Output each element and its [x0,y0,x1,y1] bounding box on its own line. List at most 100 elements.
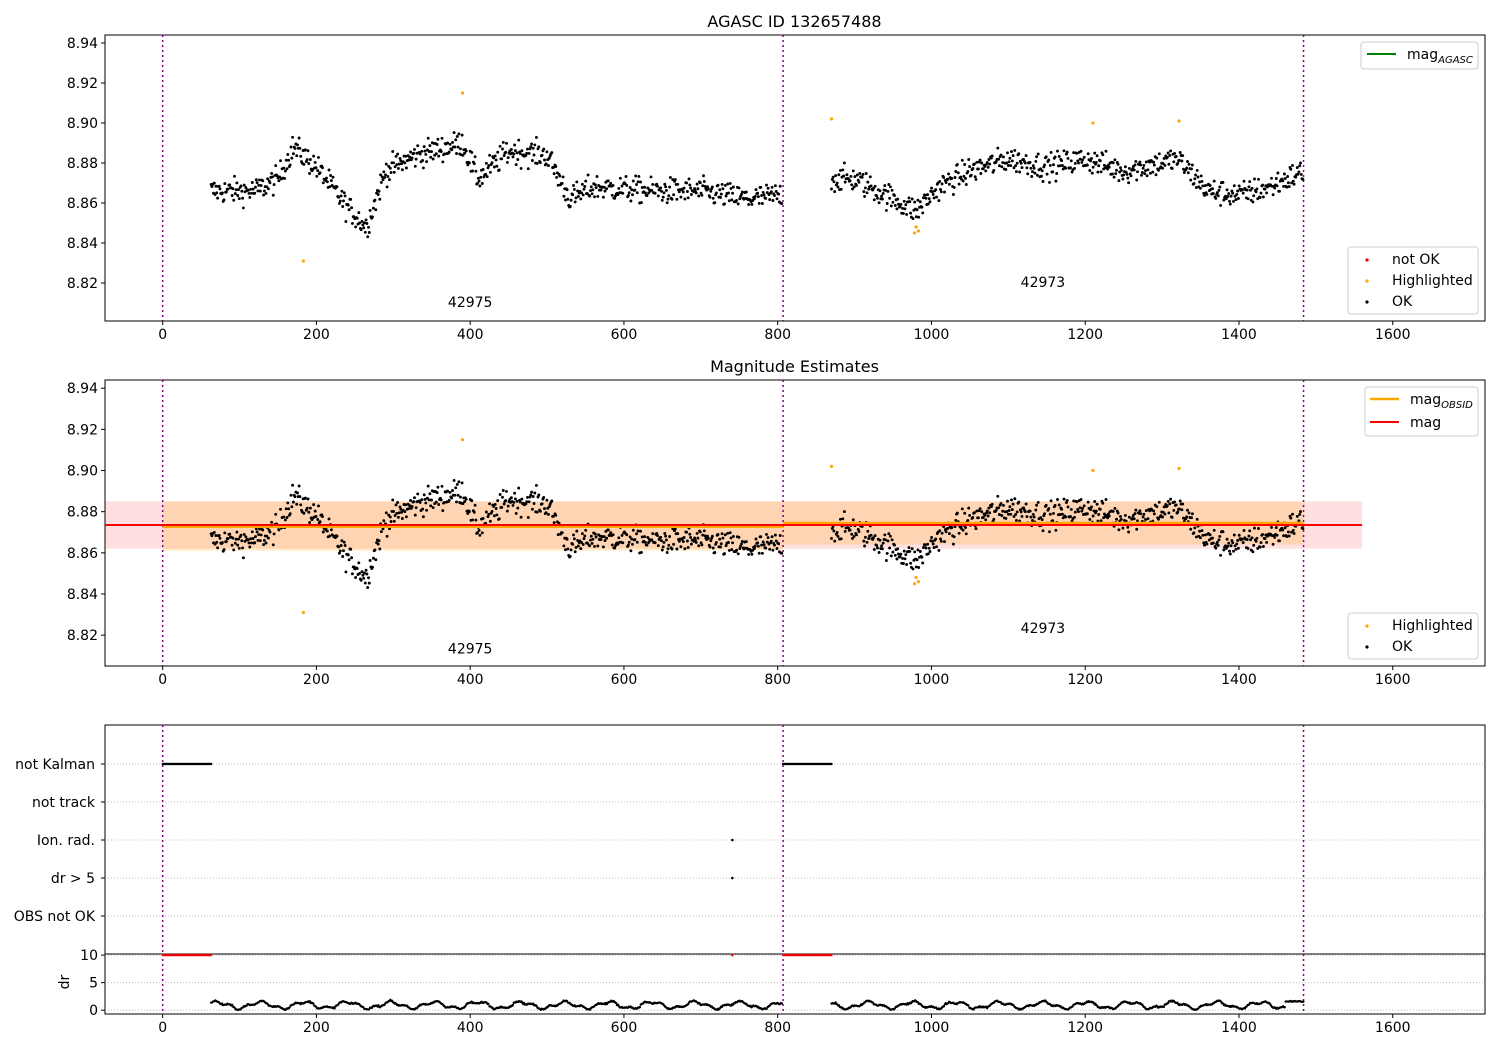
ok-point [400,162,404,166]
ok-point [1296,172,1300,176]
ok-point [1047,158,1051,162]
ok-point [881,192,885,195]
ok-point [312,154,316,158]
ok-point [1098,507,1102,511]
ok-point [1240,188,1244,192]
ok-point [291,135,295,139]
ok-point [681,540,685,543]
ok-point [306,497,310,501]
legend-label-ok: OK [1392,294,1413,310]
ok-point [1194,173,1198,177]
ok-point [756,195,760,199]
ok-point [467,510,471,514]
ok-point [934,537,938,541]
y-tick-label: 8.90 [67,116,98,132]
ok-point [1299,172,1303,176]
legend-label-mag: mag [1410,415,1441,431]
ok-point [901,206,905,210]
ok-point [488,502,492,506]
ok-point [999,153,1003,157]
ok-point [274,512,278,516]
ok-point [530,159,534,162]
ok-point [611,183,615,187]
ok-point [951,542,955,546]
ok-point [538,509,542,513]
ok-point [702,174,705,178]
ok-point [504,150,508,154]
ok-point [656,184,659,188]
ok-point [633,188,637,192]
ok-point [1127,166,1131,170]
ok-point [566,197,570,201]
ok-point [683,547,687,551]
ok-point [296,491,299,495]
ok-point [711,196,715,200]
ok-point [700,193,704,197]
ok-point [1215,191,1219,195]
ok-point [313,160,317,164]
ok-point [254,527,258,531]
ok-point [1275,184,1279,188]
ok-point [474,169,478,173]
ok-point [386,175,390,178]
ok-point [1141,166,1145,170]
ok-point [1091,165,1095,169]
ok-point [505,489,508,493]
ok-point [1000,514,1004,517]
ok-point [875,543,879,547]
x-tick-label: 200 [303,327,330,343]
ok-point [262,189,266,193]
ok-point [771,199,775,202]
ok-point [568,554,572,558]
ok-point [1062,497,1066,501]
ok-point [1297,519,1301,523]
ok-point [1180,508,1184,512]
ok-point [367,581,371,585]
ok-point [698,530,702,534]
ok-point [930,539,934,543]
ok-point [740,192,743,196]
ok-point [297,136,301,140]
ok-point [987,506,991,510]
ok-point [1123,513,1127,517]
ok-point [918,550,922,553]
obsid-label: 42975 [448,295,493,311]
ok-point [1285,185,1289,189]
ok-point [1144,160,1148,164]
ok-point [421,515,425,519]
ok-point [556,183,560,187]
ok-point [1133,512,1137,516]
ok-point [672,193,676,197]
ok-point [498,144,502,148]
ok-point [703,184,707,188]
ok-point [366,586,370,589]
ok-point [909,561,913,565]
ok-point [387,513,391,517]
ok-point [329,174,333,177]
ok-point [261,528,265,532]
ok-point [593,544,596,548]
highlighted-point [1091,468,1095,473]
ok-point [1236,189,1240,193]
ok-point [888,534,892,538]
ok-point [552,172,556,176]
ok-point [974,177,978,181]
ok-point [1035,503,1039,507]
ok-point [639,180,642,184]
ok-point [1095,154,1099,158]
ok-point [1167,162,1171,166]
ok-point [277,179,281,183]
ok-point [1151,170,1155,174]
ok-point [593,183,597,187]
ok-point [664,534,668,538]
ok-point [496,150,500,154]
ok-point [421,159,425,162]
ok-point [1144,169,1147,173]
ok-point [327,517,331,521]
ok-point [466,163,470,167]
ok-point [759,185,763,189]
ok-point [601,545,605,549]
ok-point [350,556,354,560]
ok-point [1043,512,1047,516]
ok-point [775,197,779,201]
